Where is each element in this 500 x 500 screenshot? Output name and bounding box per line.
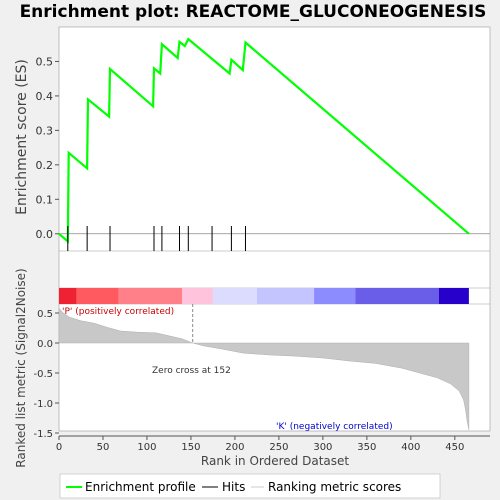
rank-color-bar: [59, 288, 469, 304]
x-tick-label: 200: [225, 442, 244, 453]
es-y-tick-label: 0.4: [36, 90, 54, 103]
metric-y-tick-label: -1.5: [33, 429, 53, 440]
x-tick-label: 400: [401, 442, 420, 453]
es-y-label: Enrichment score (ES): [14, 59, 30, 215]
x-tick-label: 100: [137, 442, 156, 453]
x-tick-label: 150: [181, 442, 200, 453]
es-y-tick-label: 0.3: [36, 124, 54, 137]
legend-label-profile: Enrichment profile: [85, 480, 196, 494]
chart-title: Enrichment plot: REACTOME_GLUCONEOGENESI…: [20, 2, 487, 22]
es-y-tick-label: 0.1: [36, 193, 54, 206]
legend-label-hits: Hits: [222, 480, 245, 494]
x-tick-label: 350: [357, 442, 376, 453]
x-axis: 0 50 100 150 200 250 300 350 400 450: [56, 435, 490, 453]
color-bar-segment: [256, 288, 315, 304]
es-y-tick-label: 0.2: [36, 159, 54, 172]
color-bar-segment: [76, 288, 119, 304]
color-bar-segment: [314, 288, 356, 304]
x-tick-label: 450: [445, 442, 464, 453]
x-axis-label: Rank in Ordered Dataset: [201, 454, 349, 468]
color-bar-segment: [438, 288, 469, 304]
neg-label: 'K' (negatively correlated): [276, 422, 393, 432]
metric-y-label: Ranked list metric (Signal2Noise): [14, 268, 28, 467]
metric-y-axis: 0.5 0.0 -0.5 -1.0 -1.5: [33, 309, 59, 440]
pos-label: 'P' (positively correlated): [62, 307, 174, 317]
es-line-layer: [58, 37, 470, 244]
metric-y-tick-label: -0.5: [33, 369, 53, 380]
x-tick-label: 250: [269, 442, 288, 453]
legend-label-metric: Ranking metric scores: [268, 480, 401, 494]
x-tick-label: 300: [313, 442, 332, 453]
color-bar-segment: [182, 288, 213, 304]
metric-y-tick-label: 0.0: [37, 339, 53, 350]
legend-box: [59, 473, 441, 499]
es-y-tick-label: 0.5: [36, 55, 54, 68]
metric-layer: [58, 304, 470, 431]
metric-y-tick-label: -1.0: [33, 399, 53, 410]
color-bar-segment: [59, 288, 77, 304]
color-bar-segment: [118, 288, 183, 304]
hits-layer: [67, 226, 246, 251]
es-y-tick-label: 0.0: [36, 228, 54, 241]
metric-y-tick-label: 0.5: [37, 309, 53, 320]
color-bar-segment: [355, 288, 439, 304]
ranking-metric-area: [58, 307, 470, 431]
x-tick-label: 0: [56, 442, 62, 453]
enrichment-profile-line: [58, 37, 470, 244]
es-y-axis: 0.0 0.1 0.2 0.3 0.4 0.5: [36, 55, 490, 241]
color-bar-segment: [212, 288, 257, 304]
zero-cross-label: Zero cross at 152: [152, 366, 231, 376]
x-tick-label: 50: [97, 442, 110, 453]
